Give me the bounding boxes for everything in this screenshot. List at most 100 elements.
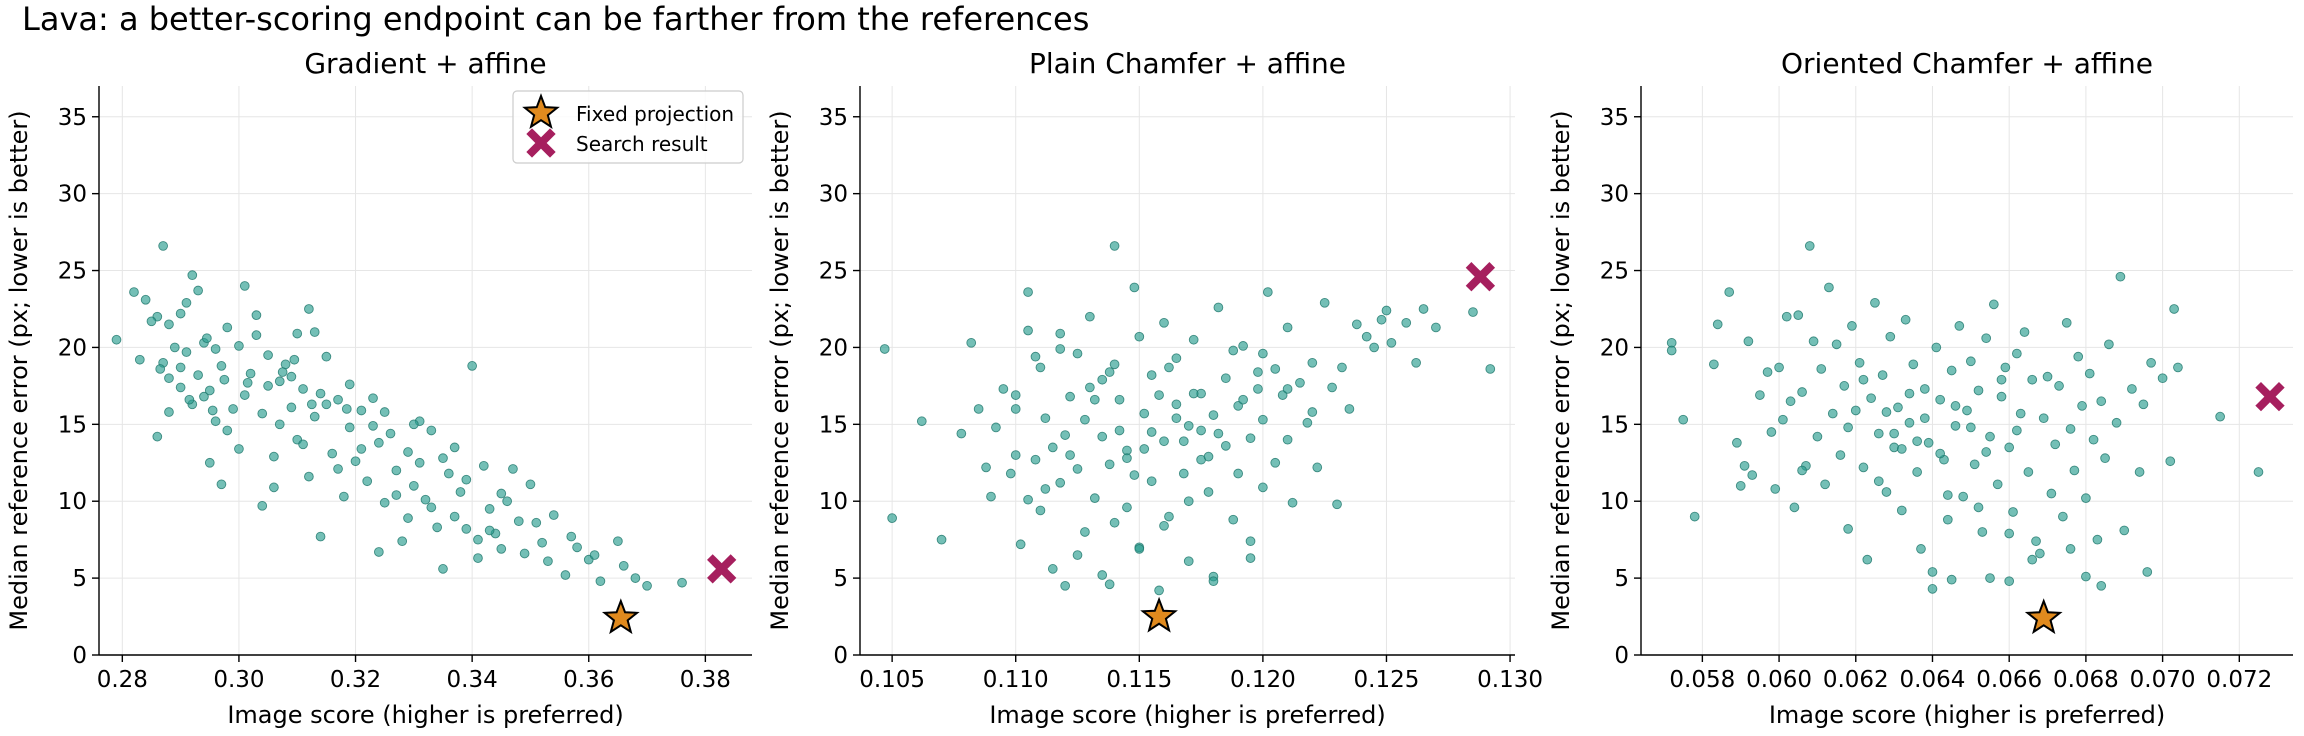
scatter-point: [1351, 319, 1362, 330]
scatter-point: [467, 361, 477, 371]
scatter-point: [1411, 357, 1421, 368]
scatter-point: [1287, 497, 1298, 508]
scatter-point: [1935, 394, 1946, 405]
scatter-point: [292, 328, 303, 339]
scatter-point: [613, 536, 623, 547]
scatter-point: [519, 548, 530, 559]
scatter-point: [2081, 493, 2091, 503]
scatter-point: [1847, 321, 1857, 331]
scatter-point: [1262, 287, 1273, 297]
scatter-point: [341, 404, 352, 414]
scatter-point: [1178, 468, 1189, 479]
scatter-point: [1916, 544, 1926, 554]
scatter-point: [181, 297, 192, 308]
scatter-point: [1030, 454, 1041, 465]
scatter-point: [1969, 459, 1980, 470]
scatter-point: [263, 350, 273, 360]
scatter-point: [1154, 390, 1164, 400]
scatter-point: [508, 464, 518, 474]
scatter-point: [1023, 287, 1033, 297]
x-tick-label: 0.058: [1669, 667, 1735, 693]
x-tick-label: 0.30: [213, 667, 264, 693]
y-tick-label: 35: [58, 105, 87, 131]
scatter-point: [1739, 460, 1750, 471]
scatter-point: [1085, 311, 1095, 322]
scatter-point: [1666, 345, 1677, 356]
scatter-point: [298, 384, 308, 394]
scatter-point: [1973, 385, 1984, 396]
scatter-point: [2000, 362, 2011, 373]
x-axis-label: Image score (higher is preferred): [989, 701, 1385, 729]
y-tick-label: 30: [58, 182, 87, 208]
x-tick-label: 0.32: [330, 667, 381, 693]
scatter-point: [379, 497, 390, 508]
scatter-point: [1678, 414, 1689, 425]
scatter-point: [1035, 505, 1046, 516]
scatter-point: [1159, 317, 1169, 328]
scatter-point: [1361, 331, 1372, 342]
scatter-point: [1245, 433, 1256, 444]
scatter-point: [403, 513, 413, 523]
search-result-marker: [2255, 381, 2285, 412]
scatter-point: [1973, 502, 1984, 513]
y-tick-label: 0: [72, 643, 87, 669]
scatter-point: [1908, 359, 1919, 370]
scatter-point: [1843, 524, 1853, 534]
scatter-point: [1950, 421, 1961, 431]
scatter-point: [1109, 359, 1120, 370]
scatter-point: [344, 379, 355, 390]
scatter-point: [1873, 428, 1884, 439]
scatter-point: [1843, 422, 1853, 433]
legend-fixed-label: Fixed projection: [576, 102, 734, 126]
scatter-point: [1080, 414, 1090, 425]
scatter-point: [315, 531, 326, 542]
scatter-point: [242, 377, 253, 388]
scatter-point: [1376, 314, 1387, 325]
scatter-point: [2077, 401, 2087, 411]
scatter-point: [2215, 411, 2225, 422]
scatter-point: [1164, 362, 1174, 373]
scatter-point: [1055, 328, 1066, 339]
scatter-point: [887, 513, 897, 523]
scatter-point: [2058, 511, 2068, 522]
scatter-point: [1977, 527, 1988, 537]
scatter-point: [1762, 367, 1773, 377]
scatter-point: [257, 500, 268, 511]
x-tick-label: 0.072: [2206, 667, 2272, 693]
panel-title: Plain Chamfer + affine: [1029, 47, 1346, 80]
scatter-point: [956, 428, 967, 439]
scatter-point: [1689, 511, 1700, 522]
scatter-point: [566, 531, 577, 542]
scatter-point: [1954, 321, 1965, 331]
scatter-point: [2019, 327, 2030, 337]
scatter-point: [1839, 381, 1850, 391]
scatter-point: [350, 456, 361, 467]
scatter-point: [2038, 413, 2049, 424]
scatter-point: [2065, 424, 2076, 434]
fixed-projection-marker: [601, 598, 640, 635]
scatter-point: [269, 482, 279, 493]
scatter-point: [1208, 410, 1219, 420]
scatter-point: [1789, 502, 1800, 513]
scatter-point: [374, 547, 384, 557]
scatter-point: [1850, 405, 1861, 416]
scatter-point: [321, 399, 332, 410]
scatter-point: [966, 337, 977, 348]
scatter-point: [175, 382, 186, 393]
scatter-point: [304, 304, 314, 314]
scatter-point: [1171, 399, 1182, 410]
x-tick-label: 0.120: [1230, 667, 1296, 693]
search-result-marker: [1465, 262, 1496, 292]
scatter-point: [321, 351, 332, 362]
scatter-point: [111, 334, 122, 345]
y-tick-label: 25: [819, 259, 848, 285]
scatter-point: [1114, 425, 1125, 436]
scatter-point: [274, 419, 285, 430]
legend-star-icon: [522, 93, 560, 130]
scatter-point: [1065, 450, 1075, 460]
scatter-point: [379, 407, 390, 417]
scatter-point: [1827, 408, 1838, 419]
scatter-point: [269, 451, 279, 462]
scatter-point: [2157, 373, 2168, 384]
scatter-point: [1055, 477, 1066, 488]
